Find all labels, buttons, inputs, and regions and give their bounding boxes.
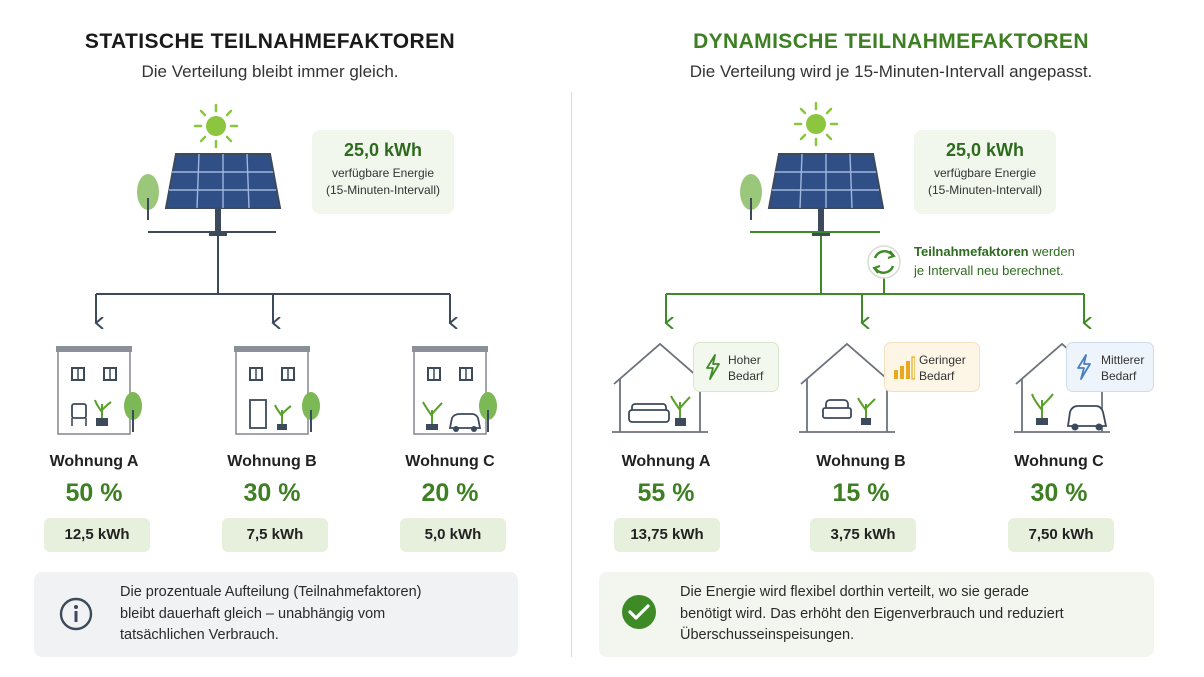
- demand-line2: Bedarf: [1101, 369, 1137, 383]
- recalc-note: Teilnahmefaktoren werden je Intervall ne…: [914, 242, 1075, 280]
- apartment-c-kwh: 7,50 kWh: [1008, 518, 1114, 552]
- recalc-line2: je Intervall neu berechnet.: [914, 263, 1064, 278]
- building-a-icon: [55, 345, 142, 435]
- dynamic-title: DYNAMISCHE TEILNAHMEFAKTOREN: [693, 30, 1089, 53]
- energy-label: verfügbare Energie: [933, 166, 1037, 180]
- info-icon: [59, 597, 93, 631]
- apartment-b-name: Wohnung B: [816, 453, 906, 470]
- apartment-c-percent: 20 %: [421, 479, 479, 507]
- signal-bars-icon: [894, 356, 915, 380]
- apartment-c-percent: 30 %: [1030, 479, 1088, 507]
- energy-label: verfügbare Energie: [331, 166, 435, 180]
- recalc-rest: werden: [1028, 244, 1075, 259]
- panel-divider: [571, 92, 572, 657]
- note-line: Die Energie wird flexibel dorthin vertei…: [680, 584, 1029, 600]
- demand-badge-high: Hoher Bedarf: [693, 342, 779, 392]
- energy-value: 25,0 kWh: [343, 140, 423, 160]
- demand-line1: Mittlerer: [1101, 353, 1145, 367]
- note-line: bleibt dauerhaft gleich – unabhängig vom: [120, 605, 386, 622]
- demand-badge-low: Geringer Bedarf: [884, 342, 980, 392]
- solar-panel-icon: [739, 153, 884, 237]
- apartment-c-name: Wohnung C: [405, 453, 495, 470]
- energy-interval: (15-Minuten-Intervall): [927, 183, 1043, 197]
- sun-icon: [793, 101, 839, 147]
- static-info-note: Die prozentuale Aufteilung (Teilnahmefak…: [34, 572, 518, 657]
- demand-badge-medium: Mittlerer Bedarf: [1066, 342, 1154, 392]
- distribution-lines: [96, 231, 450, 323]
- demand-line2: Bedarf: [919, 369, 955, 383]
- demand-line1: Geringer: [919, 353, 966, 367]
- note-line: Die prozentuale Aufteilung (Teilnahmefak…: [120, 584, 422, 600]
- note-line: tatsächlichen Verbrauch.: [120, 627, 279, 643]
- apartment-b-kwh: 7,5 kWh: [222, 518, 328, 552]
- lightning-icon: [1077, 354, 1091, 380]
- apartment-c-kwh: 5,0 kWh: [400, 518, 506, 552]
- building-c-icon: [411, 345, 497, 435]
- note-line: benötigt wird. Das erhöht den Eigenverbr…: [680, 605, 1064, 622]
- apartment-b-kwh: 3,75 kWh: [810, 518, 916, 552]
- energy-interval: (15-Minuten-Intervall): [325, 183, 441, 197]
- demand-line1: Hoher: [728, 353, 761, 367]
- apartment-b-percent: 30 %: [243, 479, 301, 507]
- dynamic-info-note: Die Energie wird flexibel dorthin vertei…: [599, 572, 1154, 657]
- building-b-icon: [233, 345, 320, 435]
- recalc-bold: Teilnahmefaktoren: [914, 244, 1029, 259]
- static-title: STATISCHE TEILNAHMEFAKTOREN: [84, 30, 456, 53]
- dynamic-subtitle: Die Verteilung wird je 15-Minuten-Interv…: [689, 62, 1093, 81]
- apartment-b-percent: 15 %: [832, 479, 890, 507]
- apartment-a-kwh: 12,5 kWh: [44, 518, 150, 552]
- house-b-icon: [798, 343, 896, 433]
- apartment-c-name: Wohnung C: [1014, 453, 1104, 470]
- distribution-lines: [666, 231, 1084, 323]
- apartment-a-percent: 50 %: [65, 479, 123, 507]
- lightning-icon: [706, 354, 720, 380]
- checkmark-icon: [622, 595, 656, 629]
- house-c-icon: [1013, 343, 1111, 433]
- demand-line2: Bedarf: [728, 369, 764, 383]
- static-subtitle: Die Verteilung bleibt immer gleich.: [141, 62, 399, 81]
- apartment-a-percent: 55 %: [637, 479, 695, 507]
- apartment-a-name: Wohnung A: [49, 453, 139, 470]
- sun-icon: [193, 103, 239, 149]
- apartment-b-name: Wohnung B: [227, 453, 317, 470]
- solar-panel-icon: [136, 153, 281, 237]
- note-line: Überschusseinspeisungen.: [680, 627, 855, 643]
- apartment-a-name: Wohnung A: [621, 453, 711, 470]
- dynamic-energy-box: 25,0 kWh verfügbare Energie (15-Minuten-…: [914, 130, 1056, 214]
- static-energy-box: 25,0 kWh verfügbare Energie (15-Minuten-…: [312, 130, 454, 214]
- energy-value: 25,0 kWh: [945, 140, 1025, 160]
- apartment-a-kwh: 13,75 kWh: [614, 518, 720, 552]
- refresh-cycle-icon: [867, 245, 901, 279]
- house-a-icon: [611, 343, 709, 433]
